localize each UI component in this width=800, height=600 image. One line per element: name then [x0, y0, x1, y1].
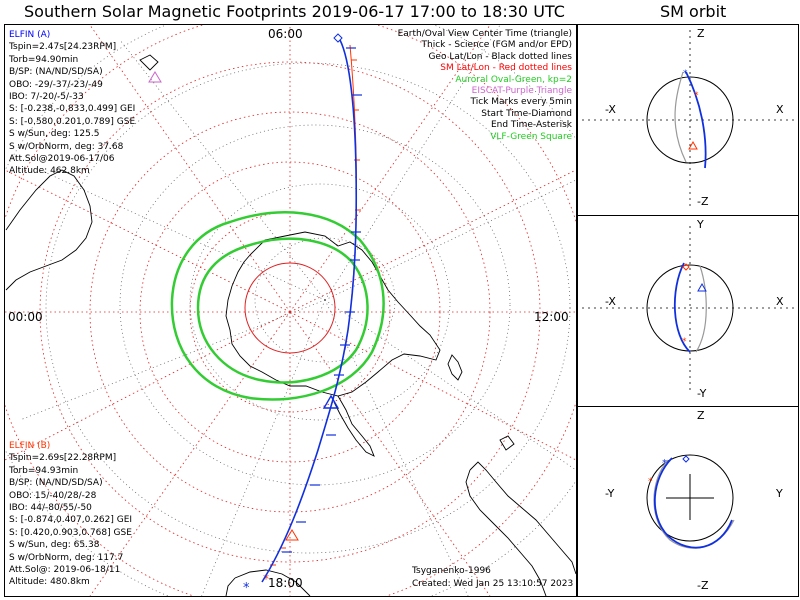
created-timestamp: Created: Wed Jan 25 13:10:57 2023 — [412, 579, 574, 589]
elfin-a-info: ELFIN (A) Tspin=2.47s[24.23RPM] Torb=94.… — [9, 30, 135, 179]
geo-grid — [5, 25, 576, 596]
polar-map: * * — [5, 25, 576, 596]
legend-item: EISCAT-Purple Triangle — [471, 85, 572, 96]
sm-grid — [5, 25, 576, 596]
info-line: Att.Sol@: 2019-06-18/11 — [9, 564, 121, 575]
elfin-b-end-asterisk: * — [263, 572, 269, 586]
info-line: S: [-0.238,-0.833,0.499] GEI — [9, 104, 136, 115]
panel3-right-label: Y — [776, 487, 783, 500]
elfin-a-triangle — [322, 394, 340, 409]
info-line: IBO: 7/-20/-5/-33 — [9, 91, 84, 102]
sm-inner-circle — [244, 262, 336, 354]
info-line: S w/OrbNorm, deg: 117.7 — [9, 552, 124, 563]
info-line: Att.Sol@2019-06-17/06 — [9, 153, 115, 164]
panel3-top-label: Z — [697, 409, 705, 422]
info-line: S: [0.420,0.903,0.768] GSE — [9, 527, 132, 538]
info-line: Torb=94.90min — [9, 54, 79, 65]
svg-text:*: * — [694, 91, 699, 101]
mlt-label-top: 06:00 — [268, 27, 303, 41]
info-line: Torb=94.93min — [9, 465, 79, 476]
panel1-top-label: Z — [697, 27, 705, 40]
info-line: S: [-0.580,0.201,0.789] GSE — [9, 116, 136, 127]
info-line: OBO: 15/-40/28/-28 — [9, 490, 97, 501]
svg-text:*: * — [682, 337, 687, 347]
svg-text:*: * — [662, 458, 667, 469]
info-line: S w/Sun, deg: 65.38 — [9, 540, 100, 551]
panel1-right-label: X — [776, 103, 784, 116]
map-frame — [4, 24, 577, 597]
panel3-bottom-label: -Z — [697, 579, 709, 592]
legend-item: Thick - Science (FGM and/or EPD) — [421, 40, 572, 51]
info-line: S w/Sun, deg: 125.5 — [9, 129, 100, 140]
elfin-b-name: ELFIN (B) — [9, 441, 51, 451]
info-line: IBO: 44/-80/55/-50 — [9, 502, 92, 513]
info-line: Altitude: 480.8km — [9, 577, 90, 588]
panel2-left-label: -X — [605, 295, 616, 308]
svg-text:*: * — [683, 69, 688, 79]
elfin-b-info: ELFIN (B) Tspin=2.69s[22.28RPM] Torb=94.… — [9, 441, 132, 590]
legend-item: SM Lat/Lon - Red dotted lines — [440, 63, 572, 74]
mlt-label-right: 12:00 — [534, 310, 569, 324]
eiscat-triangle — [148, 71, 162, 83]
info-line: Tspin=2.69s[22.28RPM] — [9, 453, 117, 464]
elfin-a-start-diamond — [333, 33, 343, 43]
panel1-bottom-label: -Z — [697, 195, 709, 208]
legend-item: Earth/Oval View Center Time (triangle) — [397, 29, 572, 39]
legend-item: End Time-Asterisk — [490, 120, 572, 131]
panel3-left-label: -Y — [605, 487, 615, 500]
info-line: Tspin=2.47s[24.23RPM] — [9, 42, 117, 53]
info-line: B/SP: (NA/ND/SD/SA) — [9, 478, 103, 489]
legend-item: VLF-Green Square — [490, 131, 572, 142]
info-line: Altitude: 462.8km — [9, 166, 90, 177]
legend-item: Auroral Oval-Green, kp=2 — [455, 74, 572, 85]
orbit-panel-2: * — [582, 226, 796, 394]
mlt-label-bottom: 18:00 — [268, 576, 303, 590]
info-line: S w/OrbNorm, deg: 37.68 — [9, 141, 124, 152]
info-line: OBO: -29/-37/-23/-49 — [9, 79, 103, 90]
model-credit: Tsyganenko-1996 — [412, 566, 491, 576]
mlt-label-left: 00:00 — [8, 310, 43, 324]
legend-item: Tick Marks every 5min — [470, 97, 572, 108]
orbit-title: SM orbit — [660, 2, 727, 21]
panel2-right-label: X — [776, 295, 784, 308]
info-line: S: [-0.874,0.407,0.262] GEI — [9, 515, 133, 526]
panel2-bottom-label: -Y — [697, 387, 707, 400]
orbit-panel-1: * * — [582, 30, 796, 210]
elfin-a-name: ELFIN (A) — [9, 30, 51, 40]
legend-item: Geo Lat/Lon - Black dotted lines — [428, 51, 572, 62]
main-title: Southern Solar Magnetic Footprints 2019-… — [24, 2, 565, 21]
elfin-a-ticks — [282, 47, 362, 553]
elfin-b-triangle — [285, 529, 299, 541]
panel2-top-label: Y — [697, 218, 704, 231]
auroral-oval — [170, 211, 385, 401]
orbit-panel-3: * * — [646, 454, 735, 549]
info-line: B/SP: (NA/ND/SD/SA) — [9, 67, 103, 78]
svg-text:*: * — [648, 477, 653, 487]
coastlines — [5, 54, 576, 596]
panel1-left-label: -X — [605, 103, 616, 116]
elfin-a-track — [261, 39, 358, 583]
elfin-a-end-asterisk: * — [243, 581, 250, 596]
legend-item: Start Time-Diamond — [481, 108, 572, 119]
orbit-frame — [577, 24, 799, 597]
legend: Earth/Oval View Center Time (triangle) T… — [398, 29, 572, 143]
